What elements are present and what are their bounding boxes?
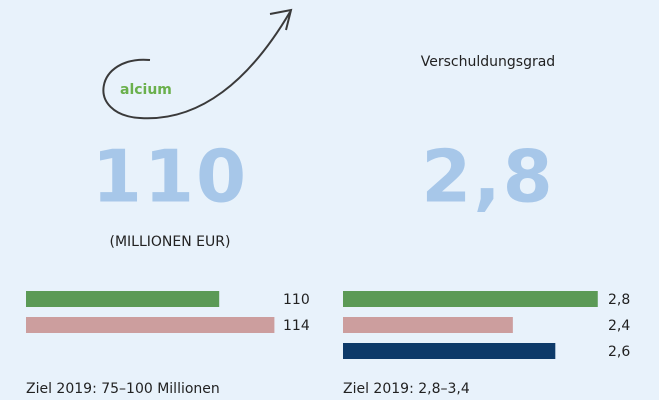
value-label: 2,8 [608,292,630,308]
unit-label: (MILLIONEN EUR) [110,234,231,250]
value-label: 2,6 [608,344,630,360]
headline-number: 110 [92,135,248,219]
logo-arrowhead [269,8,293,31]
target-note: Ziel 2019: 2,8–3,4 [343,381,470,397]
bar [343,343,556,359]
value-label: 114 [283,318,310,334]
target-note: Ziel 2019: 75–100 Millionen [26,381,220,397]
value-label: 110 [283,292,310,308]
bar [343,291,598,307]
bar [26,317,275,333]
panel-title: Verschuldungsgrad [421,54,555,70]
bar [26,291,220,307]
value-label: 2,4 [608,318,630,334]
logo-swoosh [102,11,291,120]
logo: alcium [120,82,172,98]
bar [343,317,513,333]
headline-number: 2,8 [421,135,555,219]
